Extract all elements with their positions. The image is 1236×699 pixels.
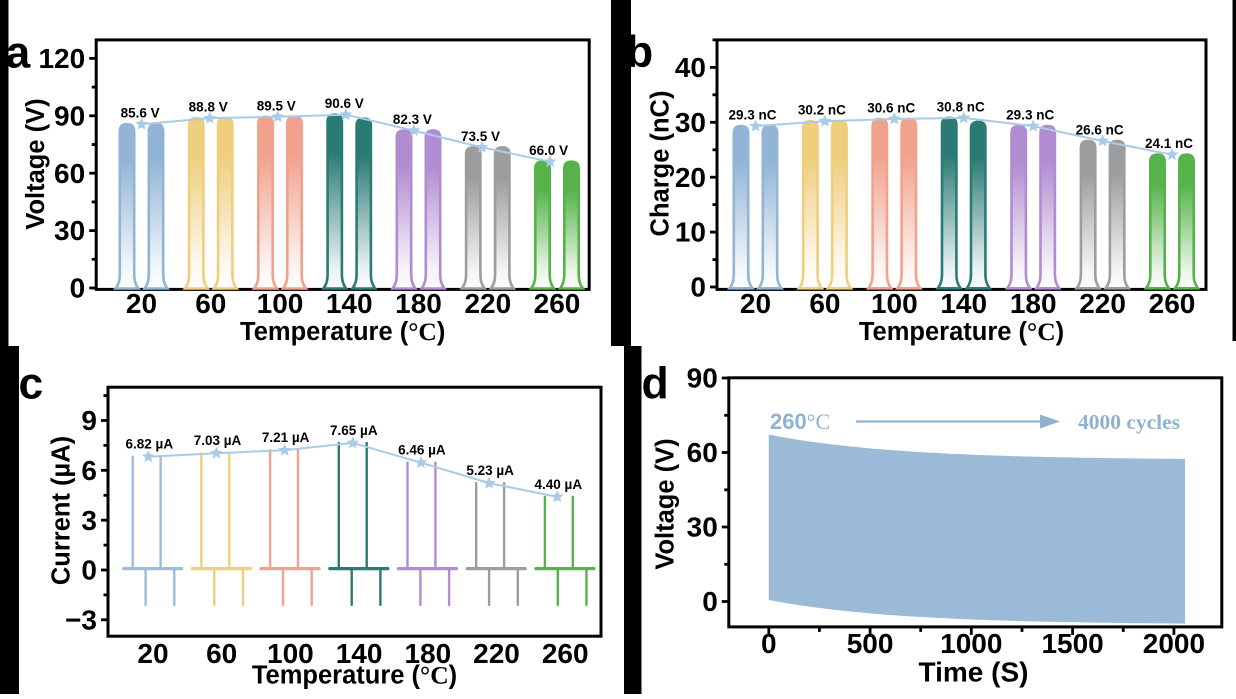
svg-text:220: 220 [473, 638, 520, 669]
svg-text:20: 20 [675, 162, 706, 193]
svg-text:9: 9 [81, 405, 97, 436]
svg-text:180: 180 [1010, 288, 1057, 319]
svg-text:90.6 V: 90.6 V [325, 96, 364, 111]
svg-text:3: 3 [81, 505, 97, 536]
svg-text:0: 0 [690, 272, 706, 303]
svg-text:a: a [6, 29, 32, 78]
svg-text:Charge (nC): Charge (nC) [647, 91, 675, 237]
svg-text:90: 90 [687, 363, 718, 394]
svg-text:82.3 V: 82.3 V [393, 112, 432, 127]
svg-text:−3: −3 [65, 604, 97, 635]
svg-text:b: b [626, 28, 653, 77]
svg-text:100: 100 [257, 288, 304, 319]
svg-text:7.03 µA: 7.03 µA [194, 433, 242, 448]
svg-text:5.23 µA: 5.23 µA [466, 463, 514, 478]
svg-text:73.5 V: 73.5 V [461, 129, 500, 144]
svg-text:260: 260 [542, 638, 589, 669]
svg-text:260: 260 [534, 288, 581, 319]
svg-text:c: c [19, 360, 44, 409]
svg-text:40: 40 [675, 52, 706, 83]
svg-text:85.6 V: 85.6 V [121, 106, 160, 121]
svg-text:Temperature (°C): Temperature (°C) [240, 317, 445, 346]
svg-text:4.40 µA: 4.40 µA [535, 477, 583, 492]
svg-text:66.0 V: 66.0 V [529, 143, 568, 158]
svg-text:140: 140 [940, 288, 987, 319]
svg-text:30.2 nC: 30.2 nC [798, 103, 846, 118]
svg-text:10: 10 [675, 217, 706, 248]
svg-text:2000: 2000 [1143, 628, 1205, 659]
svg-text:30: 30 [54, 215, 85, 246]
svg-text:6.82 µA: 6.82 µA [126, 437, 174, 452]
svg-text:7.65 µA: 7.65 µA [330, 423, 378, 438]
svg-text:30.6 nC: 30.6 nC [867, 101, 915, 116]
svg-text:120: 120 [38, 43, 85, 74]
svg-text:29.3 nC: 29.3 nC [728, 108, 776, 123]
svg-text:6.46 µA: 6.46 µA [398, 443, 446, 458]
svg-text:60: 60 [54, 158, 85, 189]
svg-text:20: 20 [126, 288, 157, 319]
svg-text:220: 220 [1079, 288, 1126, 319]
svg-text:d: d [642, 360, 669, 409]
svg-text:180: 180 [395, 288, 442, 319]
svg-text:220: 220 [464, 288, 511, 319]
svg-text:260°C: 260°C [770, 409, 830, 434]
svg-text:30: 30 [687, 512, 718, 543]
svg-text:100: 100 [871, 288, 918, 319]
svg-text:60: 60 [687, 437, 718, 468]
svg-text:24.1 nC: 24.1 nC [1145, 136, 1193, 151]
svg-text:0: 0 [70, 273, 86, 304]
svg-text:1500: 1500 [1041, 628, 1103, 659]
svg-text:Temperature (°C): Temperature (°C) [859, 317, 1064, 346]
svg-text:4000 cycles: 4000 cycles [1078, 410, 1180, 434]
svg-text:29.3 nC: 29.3 nC [1006, 108, 1054, 123]
svg-text:0: 0 [81, 555, 97, 586]
svg-text:Voltage (V): Voltage (V) [22, 98, 50, 229]
svg-text:26.6 nC: 26.6 nC [1076, 123, 1124, 138]
svg-text:0: 0 [761, 628, 777, 659]
svg-text:260: 260 [1149, 288, 1196, 319]
svg-text:140: 140 [326, 288, 373, 319]
svg-text:500: 500 [847, 628, 894, 659]
svg-text:60: 60 [195, 288, 226, 319]
svg-text:Voltage (V): Voltage (V) [652, 438, 680, 569]
svg-text:30: 30 [675, 107, 706, 138]
svg-text:88.8 V: 88.8 V [189, 100, 228, 115]
svg-text:7.21 µA: 7.21 µA [262, 430, 310, 445]
svg-text:60: 60 [809, 288, 840, 319]
svg-text:Temperature (°C): Temperature (°C) [252, 661, 457, 690]
svg-text:Current (µA): Current (µA) [48, 436, 76, 585]
svg-text:30.8 nC: 30.8 nC [937, 99, 985, 114]
svg-text:20: 20 [740, 288, 771, 319]
svg-text:Time (S): Time (S) [919, 657, 1029, 688]
svg-text:6: 6 [81, 455, 97, 486]
svg-text:89.5 V: 89.5 V [257, 98, 296, 113]
svg-text:0: 0 [702, 586, 718, 617]
svg-text:20: 20 [137, 638, 168, 669]
svg-text:60: 60 [206, 638, 237, 669]
svg-text:1000: 1000 [940, 628, 1002, 659]
svg-text:90: 90 [54, 100, 85, 131]
